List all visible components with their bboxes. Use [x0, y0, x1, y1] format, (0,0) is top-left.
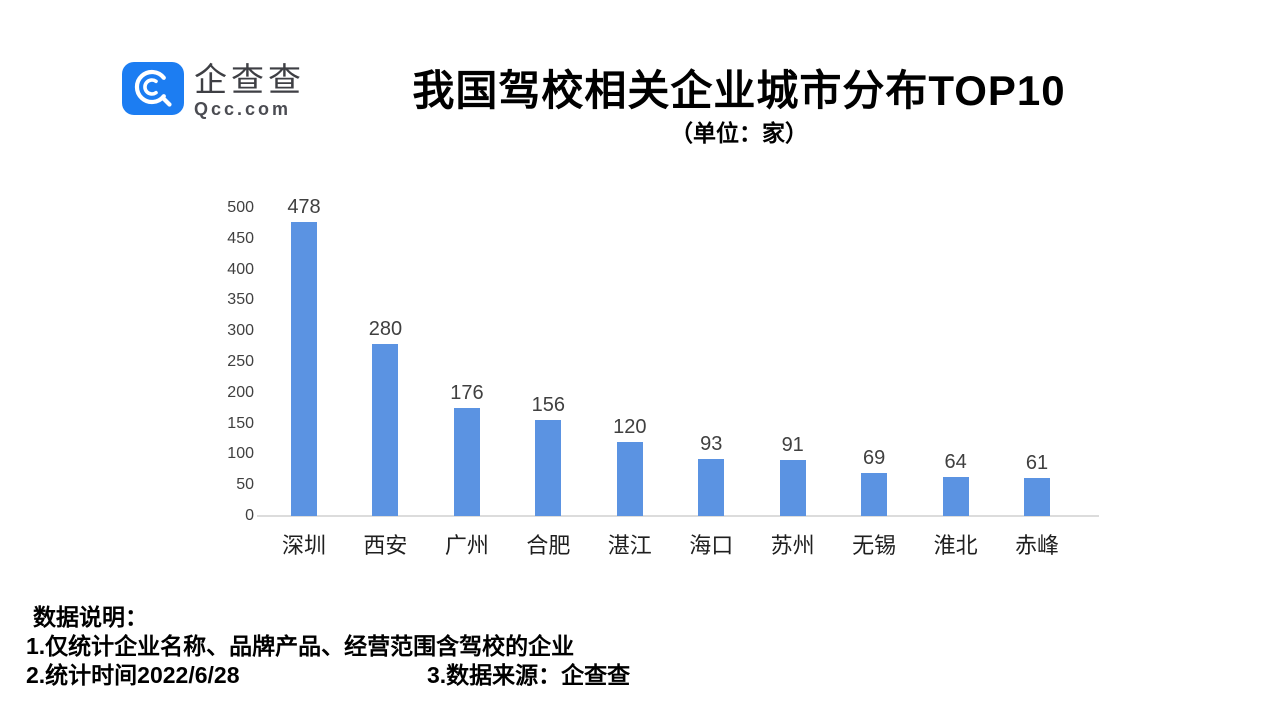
y-axis-tick-label: 50 — [236, 476, 254, 494]
notes-line-1: 1.仅统计企业名称、品牌产品、经营范围含驾校的企业 — [26, 633, 575, 659]
y-axis-tick-label: 200 — [227, 383, 254, 401]
x-axis-line — [257, 515, 1099, 517]
bar-value-label: 280 — [368, 317, 403, 340]
bar-value-label: 91 — [781, 433, 804, 456]
x-axis-category-label: 淮北 — [933, 533, 978, 558]
y-axis-tick-label: 300 — [227, 322, 254, 340]
qcc-logo-domain: Qcc.com — [194, 99, 292, 119]
bar-value-label: 61 — [1025, 452, 1049, 475]
bar — [453, 407, 480, 516]
bar-value-label: 120 — [613, 416, 647, 439]
notes-line-2-date: 2.统计时间2022/6/28 — [26, 662, 240, 688]
y-axis-tick-label: 350 — [227, 291, 254, 309]
x-axis-category-label: 西安 — [363, 533, 408, 558]
y-axis-tick-label: 150 — [227, 414, 254, 432]
qcc-logo: 企查查 Qcc.com — [122, 62, 305, 119]
unit-subtitle: （单位：家） — [670, 120, 808, 146]
page-title: 我国驾校相关企业城市分布TOP10 — [412, 67, 1066, 114]
bar — [942, 476, 969, 516]
bar-value-label: 69 — [863, 447, 886, 470]
x-axis-category-label: 湛江 — [607, 533, 652, 558]
x-axis-category-label: 合肥 — [526, 533, 571, 558]
bar — [1024, 478, 1051, 516]
x-axis-category-label: 赤峰 — [1015, 533, 1060, 558]
x-axis-category-label: 海口 — [689, 533, 734, 558]
x-axis-category-label: 深圳 — [281, 533, 326, 558]
qcc-logo-text: 企查查 Qcc.com — [194, 61, 305, 120]
x-axis-category-label: 苏州 — [770, 533, 815, 558]
notes-line-2-source: 3.数据来源：企查查 — [427, 662, 631, 688]
bar-value-label: 156 — [531, 393, 566, 416]
qcc-logo-name: 企查查 — [194, 61, 305, 98]
bar-value-label: 176 — [450, 381, 484, 404]
bar — [861, 473, 888, 516]
bar-value-label: 93 — [700, 432, 723, 455]
x-axis-category-label: 无锡 — [852, 533, 897, 558]
y-axis-tick-label: 500 — [227, 199, 254, 216]
bar — [616, 442, 643, 516]
bar — [291, 221, 317, 516]
bar — [372, 343, 399, 516]
qcc-logo-icon — [122, 62, 184, 115]
x-axis-category-label: 广州 — [444, 533, 489, 558]
bar — [535, 419, 562, 516]
title-block: 我国驾校相关企业城市分布TOP10 （单位：家） — [403, 68, 1075, 147]
bar-value-label: 64 — [944, 450, 967, 473]
y-axis-tick-label: 450 — [227, 229, 254, 247]
y-axis-tick-label: 0 — [245, 507, 254, 524]
notes-heading: 数据说明： — [33, 604, 148, 630]
y-axis-tick-label: 400 — [227, 260, 254, 278]
y-axis-tick-label: 100 — [227, 445, 254, 463]
bar — [698, 458, 725, 516]
y-axis-tick-label: 250 — [227, 353, 254, 370]
bar — [779, 459, 806, 516]
bar-value-label: 478 — [287, 195, 321, 218]
